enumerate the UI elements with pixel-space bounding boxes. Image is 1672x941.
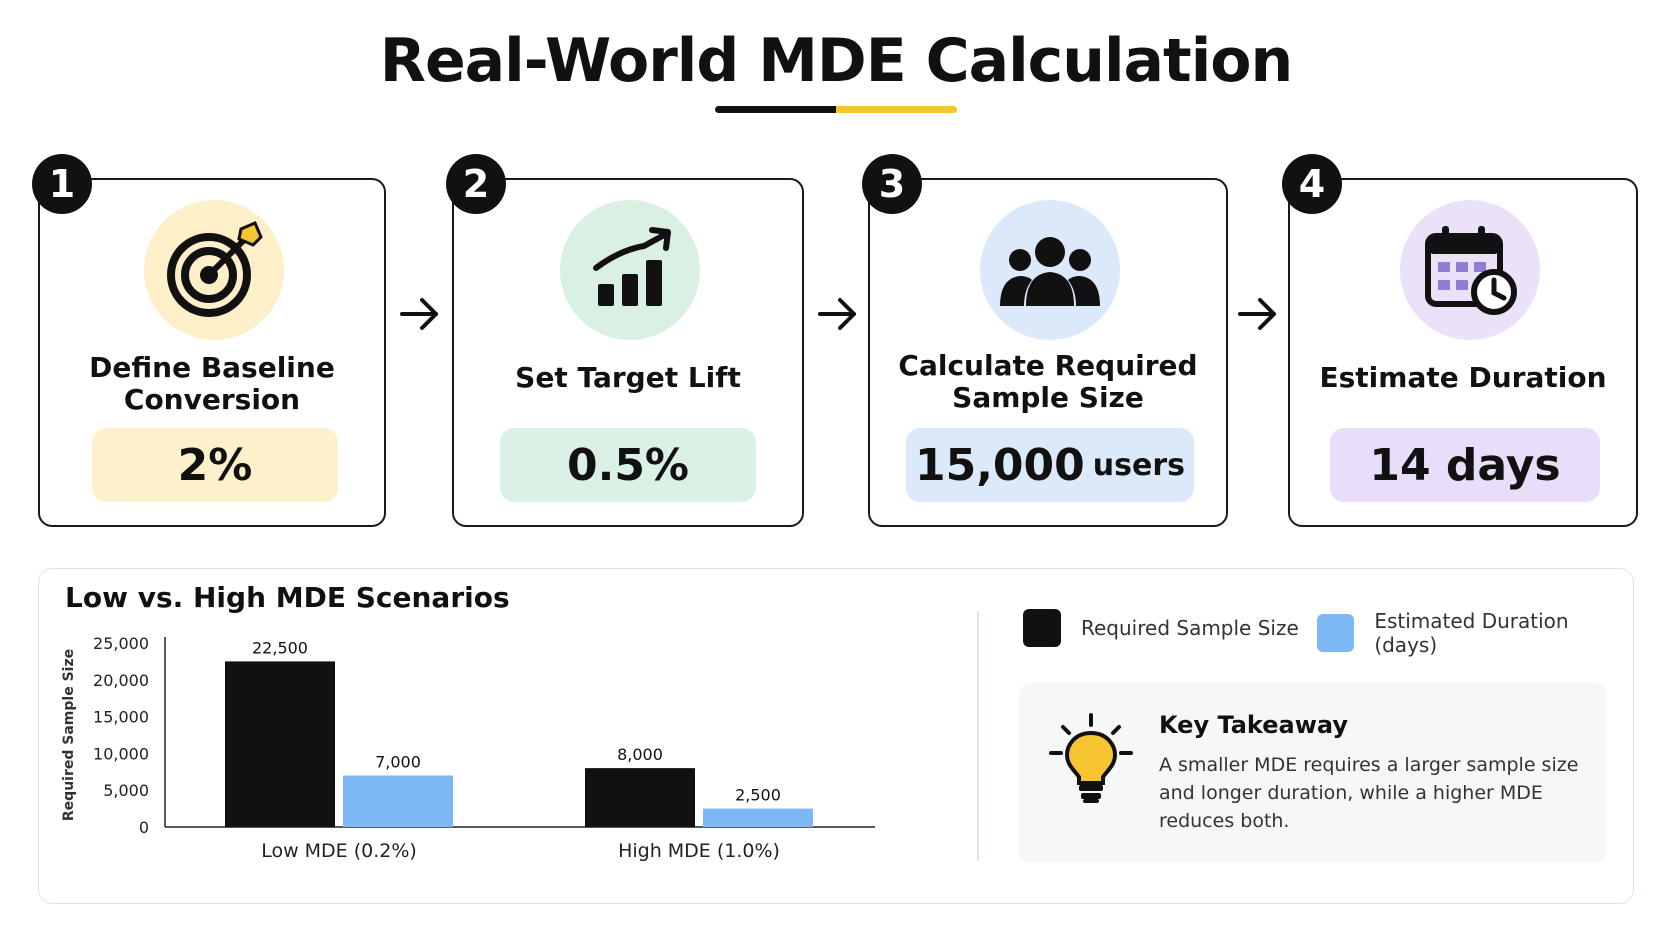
bar (703, 808, 813, 827)
step-value: 15,000 (914, 439, 1085, 491)
step-number-badge: 1 (32, 154, 92, 214)
arrow-right-icon (1238, 298, 1276, 330)
step-label-line1: Calculate Required (898, 349, 1198, 382)
target-icon (167, 221, 263, 317)
page-title: Real-World MDE Calculation (379, 26, 1293, 96)
legend-item-sample-size: Required Sample Size (1023, 609, 1299, 647)
legend-swatch-blue (1317, 614, 1355, 652)
step-value: 14 days (1369, 439, 1561, 491)
key-takeaway-card: Key Takeaway A smaller MDE requires a la… (1019, 683, 1607, 863)
growth-chart-icon (593, 227, 671, 306)
title-underline (715, 106, 957, 113)
step-icon-circle (560, 200, 700, 340)
y-tick-label: 15,000 (93, 708, 149, 727)
x-category-label: High MDE (1.0%) (618, 840, 780, 862)
underline-dark-segment (715, 106, 836, 113)
takeaway-title: Key Takeaway (1159, 711, 1348, 739)
step-icon-circle (980, 200, 1120, 340)
step-label-line1: Define Baseline (89, 351, 335, 384)
step-icon-circle (1400, 200, 1540, 340)
step-label-line2: Sample Size (952, 381, 1144, 414)
bar (343, 775, 453, 827)
step-label-line1: Estimate Duration (1319, 361, 1607, 394)
bar-value-label: 22,500 (252, 638, 308, 657)
step-number-badge: 3 (862, 154, 922, 214)
step-card-sample-size: 3 Calculate Required Sample Size 15,000 … (862, 154, 1228, 527)
users-group-icon (1000, 237, 1100, 306)
step-card-duration: 4 Estimate Duration 14 days (1282, 154, 1638, 527)
arrow-right-icon (400, 298, 438, 330)
step-label: Define Baseline Conversion (40, 352, 384, 416)
scenario-panel: Low vs. High MDE Scenarios 25,000 20,000 1… (38, 568, 1634, 904)
step-label: Set Target Lift (454, 362, 802, 394)
step-label-line2: Conversion (123, 383, 301, 416)
step-number-badge: 2 (446, 154, 506, 214)
step-value-pill: 0.5% (500, 428, 756, 502)
step-label: Estimate Duration (1290, 362, 1636, 394)
lightbulb-icon (1049, 713, 1133, 803)
bar-chart: 25,000 20,000 15,000 10,000 5,000 0 Required S… (61, 634, 875, 862)
step-icon-circle (144, 200, 284, 340)
step-value-unit: users (1092, 447, 1185, 483)
takeaway-text: A smaller MDE requires a larger sample s… (1159, 754, 1579, 832)
bar-value-label: 8,000 (617, 745, 663, 764)
x-category-label: Low MDE (0.2%) (261, 840, 417, 862)
step-label-line1: Set Target Lift (515, 361, 741, 394)
step-label: Calculate Required Sample Size (870, 350, 1226, 414)
bar (225, 661, 335, 827)
step-value-pill: 15,000 users (906, 428, 1194, 502)
calendar-clock-icon (1425, 226, 1517, 315)
step-card-target-lift: 2 Set Target Lift 0.5% (446, 154, 804, 527)
bar-value-label: 7,000 (375, 752, 421, 771)
y-tick-label: 25,000 (93, 634, 149, 653)
arrow-right-icon (818, 298, 856, 330)
legend-swatch-dark (1023, 609, 1061, 647)
bar-value-label: 2,500 (735, 786, 781, 805)
chart-title: Low vs. High MDE Scenarios (65, 581, 510, 614)
legend-label: Required Sample Size (1081, 616, 1299, 640)
legend-label: Estimated Duration (days) (1374, 609, 1569, 657)
step-card-baseline: 1 Define Baseline Conversion 2% (32, 154, 386, 527)
bar (585, 768, 695, 827)
y-tick-label: 20,000 (93, 671, 149, 690)
y-axis-title: Required Sample Size (61, 649, 77, 821)
step-number-badge: 4 (1282, 154, 1342, 214)
step-value-pill: 2% (92, 428, 338, 502)
underline-yellow-segment (836, 106, 957, 113)
legend-item-duration: Estimated Duration (days) (1317, 609, 1633, 657)
step-value: 2% (177, 439, 253, 491)
panel-divider (977, 611, 979, 861)
y-tick-label: 0 (139, 818, 149, 837)
step-value-pill: 14 days (1330, 428, 1600, 502)
step-value: 0.5% (566, 439, 690, 491)
y-tick-label: 5,000 (103, 781, 149, 800)
y-tick-label: 10,000 (93, 744, 149, 763)
